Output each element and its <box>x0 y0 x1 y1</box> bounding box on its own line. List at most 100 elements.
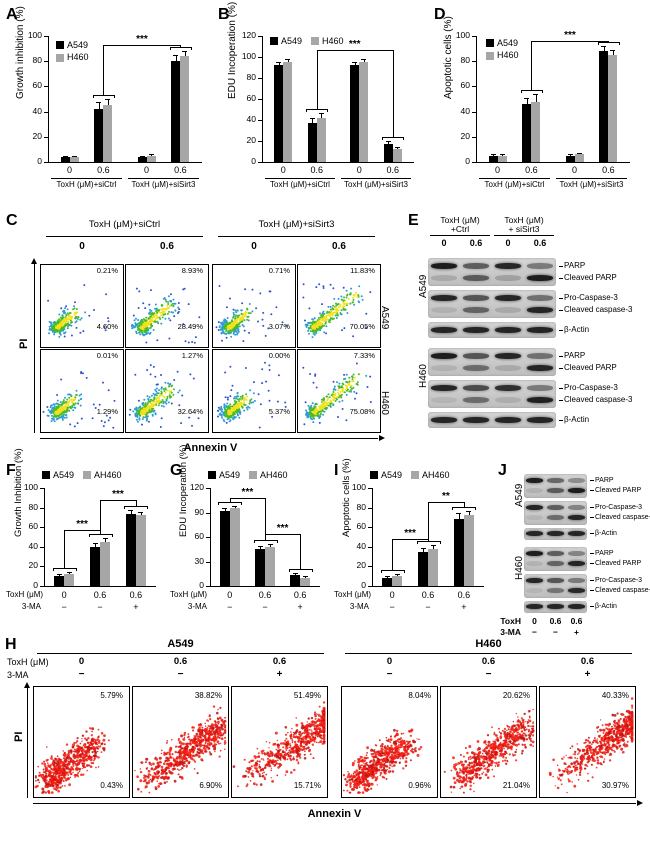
band-label: Cleaved PARP <box>559 274 649 282</box>
sig-cap-tick <box>618 42 620 46</box>
blot-band <box>547 551 564 556</box>
group-line <box>479 178 550 179</box>
y-axis <box>262 36 263 162</box>
quadrant-lower-pct: 32.64% <box>177 407 203 416</box>
error-bar-cap <box>66 572 72 574</box>
x-row-value: 0 <box>61 590 67 600</box>
x-axis-arrow-line <box>40 438 378 439</box>
flow-plot: 0.21% 4.60% <box>40 264 124 348</box>
blot-band <box>527 275 553 281</box>
band-label: Cleaved caspase-3 <box>559 396 649 404</box>
flow-dose-label: 0 <box>78 656 85 667</box>
blot-band <box>527 417 553 423</box>
panel-letter-c: C <box>6 212 18 229</box>
y-tick-label: 80 <box>246 72 256 82</box>
bar-a549 <box>60 156 70 162</box>
group-line <box>265 178 335 179</box>
y-tick-label: 100 <box>455 30 470 40</box>
blot-band <box>495 397 521 403</box>
blot-band <box>527 397 553 403</box>
group-line <box>128 178 199 179</box>
y-tick <box>40 546 44 548</box>
bar-h460 <box>392 149 402 162</box>
panel-letter-g: G <box>170 462 183 479</box>
blot-strip <box>428 380 556 408</box>
flow-red-scatter <box>232 701 326 788</box>
y-tick <box>368 488 372 489</box>
quadrant-lower-pct: 6.90% <box>199 781 222 790</box>
sig-cap-tick <box>75 568 77 572</box>
flow-ma-label: + <box>584 669 591 680</box>
legend-item: A549 <box>56 40 89 50</box>
band-tick <box>590 479 594 481</box>
blot-band <box>527 365 553 371</box>
bar-a549 <box>90 546 100 586</box>
sig-bracket-drop <box>265 497 266 540</box>
sig-bracket-line <box>229 497 265 499</box>
sig-bracket-drop <box>608 41 610 44</box>
blot-band <box>463 263 489 269</box>
legend-swatch <box>208 471 216 480</box>
legend-item: AH460 <box>83 470 122 480</box>
y-tick <box>40 527 44 529</box>
y-axis-arrow-line <box>34 263 35 433</box>
error-bar-cap <box>361 59 367 61</box>
panel-d-apoptotic-cells-chart: D Apoptotic cells (%) 0 20 40 60 80 100 0 0.6 0 0.… <box>434 6 646 206</box>
band-label: Pro-Caspase-3 <box>559 294 649 302</box>
y-tick <box>258 141 262 142</box>
sig-cap-tick <box>597 42 599 46</box>
x-row-value: − <box>425 602 431 612</box>
sig-cap-tick <box>452 506 454 510</box>
blot-band <box>431 397 457 403</box>
sig-bracket-line <box>392 538 428 540</box>
blot-strip <box>428 258 556 286</box>
band-label: β-Actin <box>590 530 650 537</box>
sig-cap-tick <box>169 47 171 51</box>
blot-col-group-title: ToxH (μM) <box>440 215 480 225</box>
x-row-value: 0 <box>389 590 395 600</box>
legend-swatch <box>486 51 494 60</box>
legend: A549 AH460 <box>208 470 288 480</box>
sig-bracket-drop <box>265 533 266 540</box>
band-label-text: Cleaved PARP <box>564 273 617 282</box>
band-tick <box>590 552 594 554</box>
quadrant-lower-pct: 70.05% <box>349 322 375 331</box>
error-bar <box>175 54 177 62</box>
band-label-text: PARP <box>564 261 586 270</box>
blot-bottom-row-value: − <box>553 627 558 637</box>
blot-band <box>495 327 521 333</box>
band-label-text: Cleaved caspase-3 <box>595 586 650 594</box>
quadrant-lower-pct: 4.60% <box>96 322 118 331</box>
flow-plot: 51.49% 15.71% <box>231 686 328 798</box>
band-label: PARP <box>590 477 650 484</box>
error-bar-cap <box>222 507 228 509</box>
blot-band <box>495 417 521 423</box>
flow-plot: 40.33% 30.97% <box>539 686 636 798</box>
band-label: Pro-Caspase-3 <box>590 577 650 584</box>
band-tick <box>559 387 563 389</box>
error-bar-cap <box>384 576 390 578</box>
y-tick <box>44 36 48 37</box>
x-axis <box>372 586 484 587</box>
blot-band <box>463 327 489 333</box>
error-bar <box>526 97 528 105</box>
sig-bracket-cap <box>520 89 542 91</box>
blot-strip <box>428 322 556 338</box>
blot-band <box>431 327 457 333</box>
blot-band <box>463 307 489 313</box>
panel-letter-d: D <box>434 6 446 23</box>
bar-a549 <box>488 155 498 162</box>
legend-label: A549 <box>381 470 403 480</box>
band-label-text: PARP <box>564 351 586 360</box>
legend-item: H460 <box>311 36 344 46</box>
blot-bottom-row-value: 0.6 <box>549 616 562 626</box>
sig-bracket-drop <box>135 499 137 506</box>
flow-ma-label: − <box>386 669 393 680</box>
flow-plot: 8.04% 0.96% <box>341 686 438 798</box>
y-tick-label: 40 <box>28 540 38 551</box>
group-label: ToxH (μM)+siCtrl <box>56 180 117 189</box>
sig-bracket-cap <box>124 505 148 507</box>
x-row-value: 0.6 <box>93 590 107 600</box>
legend-swatch <box>56 41 64 50</box>
blot-band <box>547 588 564 593</box>
